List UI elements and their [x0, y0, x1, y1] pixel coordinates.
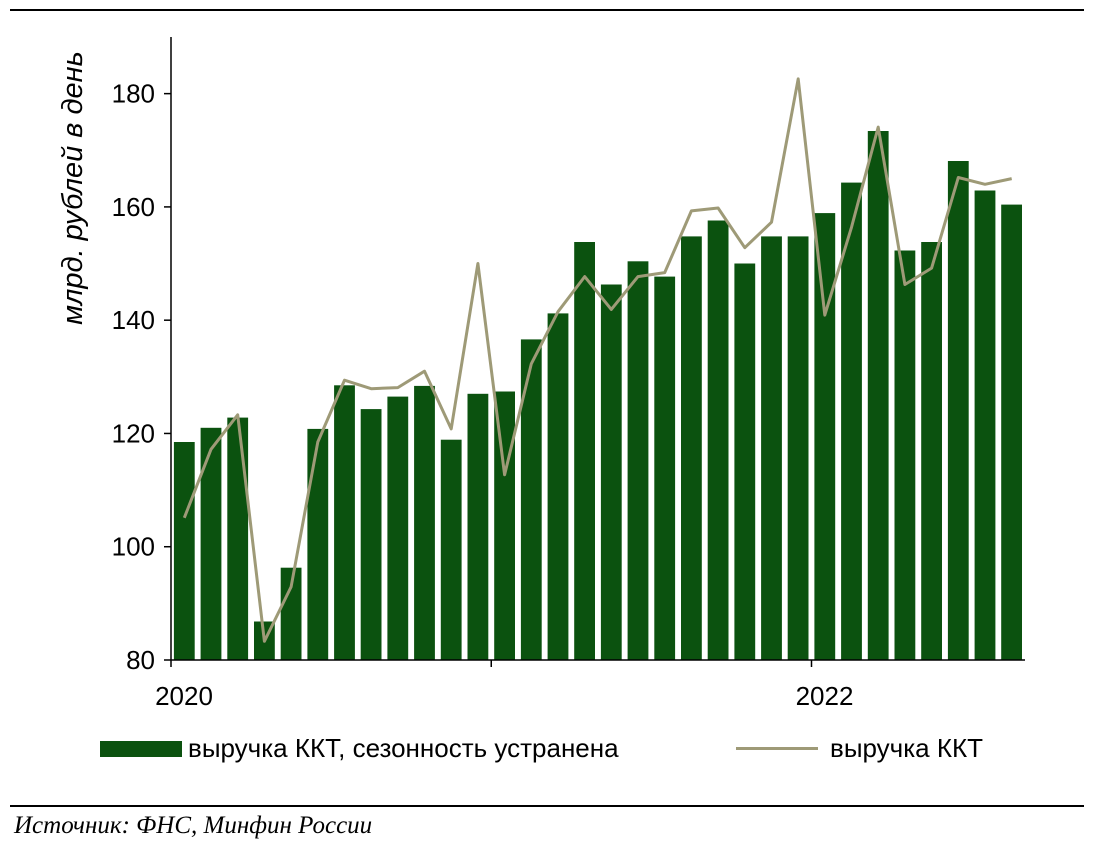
- bar-2022-04: [894, 250, 916, 660]
- bar-2022-01: [814, 213, 836, 660]
- bar-2020-05: [280, 567, 302, 660]
- bar-2021-01: [494, 391, 515, 660]
- bottom-rule: [10, 805, 1084, 807]
- top-rule: [10, 9, 1084, 11]
- legend: выручка ККТ, сезонность устранена выручк…: [100, 733, 1100, 767]
- legend-item-bar: выручка ККТ, сезонность устранена: [100, 733, 619, 764]
- bar-2020-10: [414, 385, 435, 660]
- legend-swatch-line: [736, 747, 818, 750]
- bar-2021-12: [787, 236, 809, 660]
- x-tick-label-2020: 2020: [155, 681, 213, 711]
- axes: 80 100 120 140 160 180 2020 2022: [112, 37, 1025, 711]
- bar-2020-02: [200, 427, 222, 660]
- bar-2021-02: [520, 339, 542, 660]
- bar-2022-02: [841, 182, 862, 660]
- bar-2021-09: [707, 220, 729, 660]
- legend-item-line: выручка ККТ: [736, 733, 983, 764]
- bar-2020-12: [467, 393, 489, 660]
- bar-2021-03: [547, 313, 569, 660]
- bar-2021-06: [627, 261, 649, 660]
- legend-label-bar: выручка ККТ, сезонность устранена: [188, 733, 619, 763]
- chart-area: 80 100 120 140 160 180 2020 2022 млрд. рублей в…: [57, 37, 1025, 711]
- y-tick-label-160: 160: [112, 192, 155, 222]
- bar-2022-07: [974, 190, 996, 660]
- x-tick-label-2022: 2022: [796, 681, 854, 711]
- bar-2021-07: [654, 276, 676, 660]
- bar-2021-08: [681, 236, 702, 660]
- y-tick-label-120: 120: [112, 418, 155, 448]
- line-series: [182, 77, 1013, 643]
- bar-2020-03: [227, 417, 249, 660]
- bar-2021-11: [761, 236, 782, 660]
- bar-2020-11: [440, 439, 462, 660]
- bar-2021-10: [734, 263, 756, 660]
- bar-2022-03: [867, 131, 889, 660]
- bar-2022-08: [1001, 204, 1022, 660]
- bar-2022-05: [921, 242, 942, 660]
- source-note: Источник: ФНС, Минфин России: [14, 812, 373, 839]
- bar-2021-05: [600, 284, 622, 660]
- legend-label-line: выручка ККТ: [830, 733, 984, 763]
- y-tick-label-140: 140: [112, 305, 155, 335]
- bar-2020-01: [173, 442, 195, 660]
- y-tick-label-100: 100: [112, 532, 155, 562]
- bar-2020-07: [334, 385, 355, 660]
- bar-2020-08: [360, 409, 382, 660]
- bar-2021-04: [574, 242, 595, 660]
- y-axis-label: млрд. рублей в день: [57, 51, 89, 325]
- bar-2022-06: [947, 161, 969, 660]
- y-tick-label-80: 80: [126, 645, 155, 675]
- bar-series: [173, 131, 1022, 660]
- bar-2020-09: [387, 396, 409, 660]
- legend-swatch-bar: [100, 740, 182, 757]
- bar-2020-06: [307, 428, 329, 660]
- y-tick-label-180: 180: [112, 79, 155, 109]
